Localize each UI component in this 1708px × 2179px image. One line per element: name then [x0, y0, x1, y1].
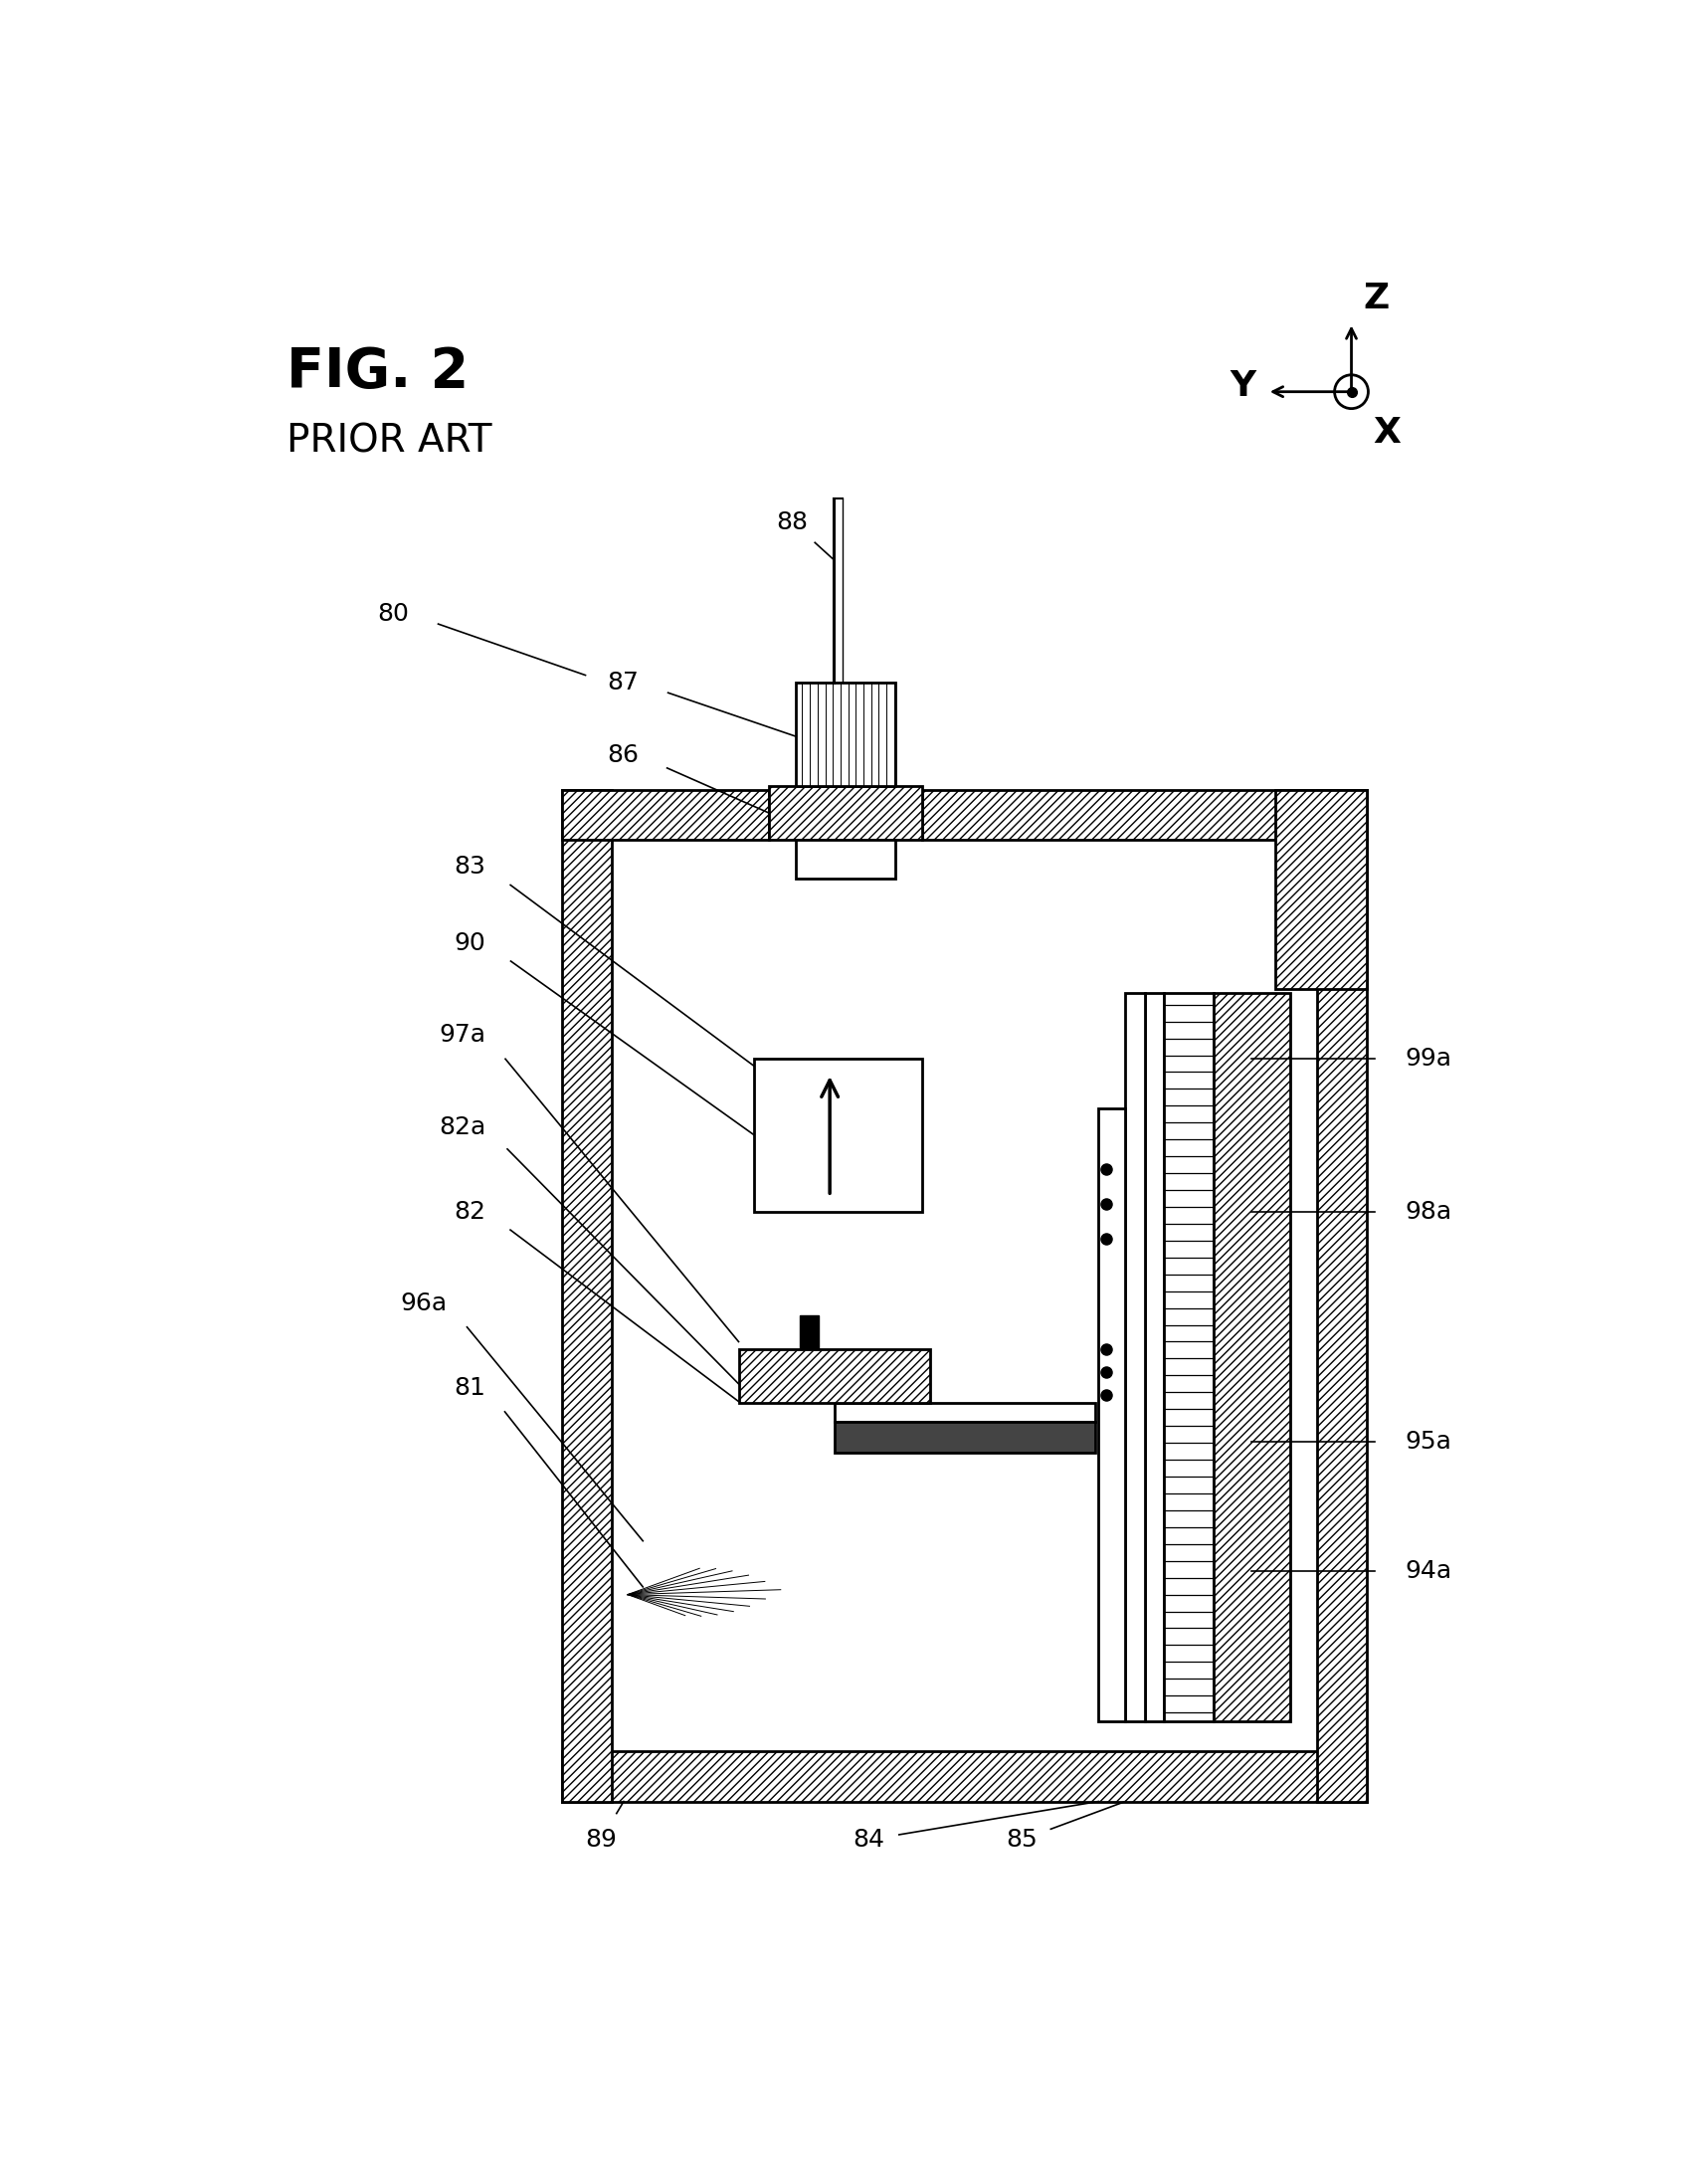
Bar [799, 1314, 820, 1349]
Bar [922, 791, 1366, 839]
Text: PRIOR ART: PRIOR ART [287, 423, 492, 460]
Bar [1163, 994, 1213, 1721]
Text: 84: 84 [852, 1828, 885, 1852]
Text: 94a: 94a [1406, 1560, 1452, 1584]
Bar [796, 682, 895, 787]
Text: 86: 86 [608, 743, 639, 767]
Bar [562, 791, 611, 1802]
Text: 87: 87 [608, 671, 639, 695]
Bar [1098, 1109, 1126, 1721]
Text: 97a: 97a [439, 1024, 485, 1048]
Bar [753, 1059, 922, 1212]
Bar [835, 1423, 1095, 1453]
Text: 89: 89 [584, 1828, 617, 1852]
Text: 83: 83 [454, 854, 485, 878]
Text: 88: 88 [777, 510, 808, 534]
Bar [562, 791, 769, 839]
Text: 96a: 96a [401, 1292, 447, 1316]
Bar [1274, 791, 1366, 989]
Text: 95a: 95a [1406, 1429, 1452, 1453]
Bar [835, 1403, 1095, 1423]
Text: X: X [1373, 416, 1401, 451]
Bar [611, 839, 1317, 1752]
Bar [1144, 994, 1163, 1721]
Text: 81: 81 [454, 1375, 485, 1399]
Bar [738, 1349, 931, 1403]
Bar [796, 839, 895, 878]
Text: 90: 90 [454, 930, 485, 954]
Text: 82a: 82a [439, 1116, 485, 1140]
Bar [769, 787, 922, 839]
Bar [1213, 994, 1290, 1721]
Text: 99a: 99a [1406, 1046, 1452, 1070]
Text: 80: 80 [377, 601, 410, 625]
Text: 98a: 98a [1406, 1201, 1452, 1222]
Text: Z: Z [1363, 281, 1389, 316]
Bar [1317, 791, 1366, 1802]
Bar [1126, 994, 1144, 1721]
Text: FIG. 2: FIG. 2 [287, 346, 470, 399]
Text: Y: Y [1230, 368, 1255, 403]
Bar [562, 1752, 1366, 1802]
Text: 82: 82 [454, 1201, 485, 1222]
Text: 85: 85 [1006, 1828, 1038, 1852]
